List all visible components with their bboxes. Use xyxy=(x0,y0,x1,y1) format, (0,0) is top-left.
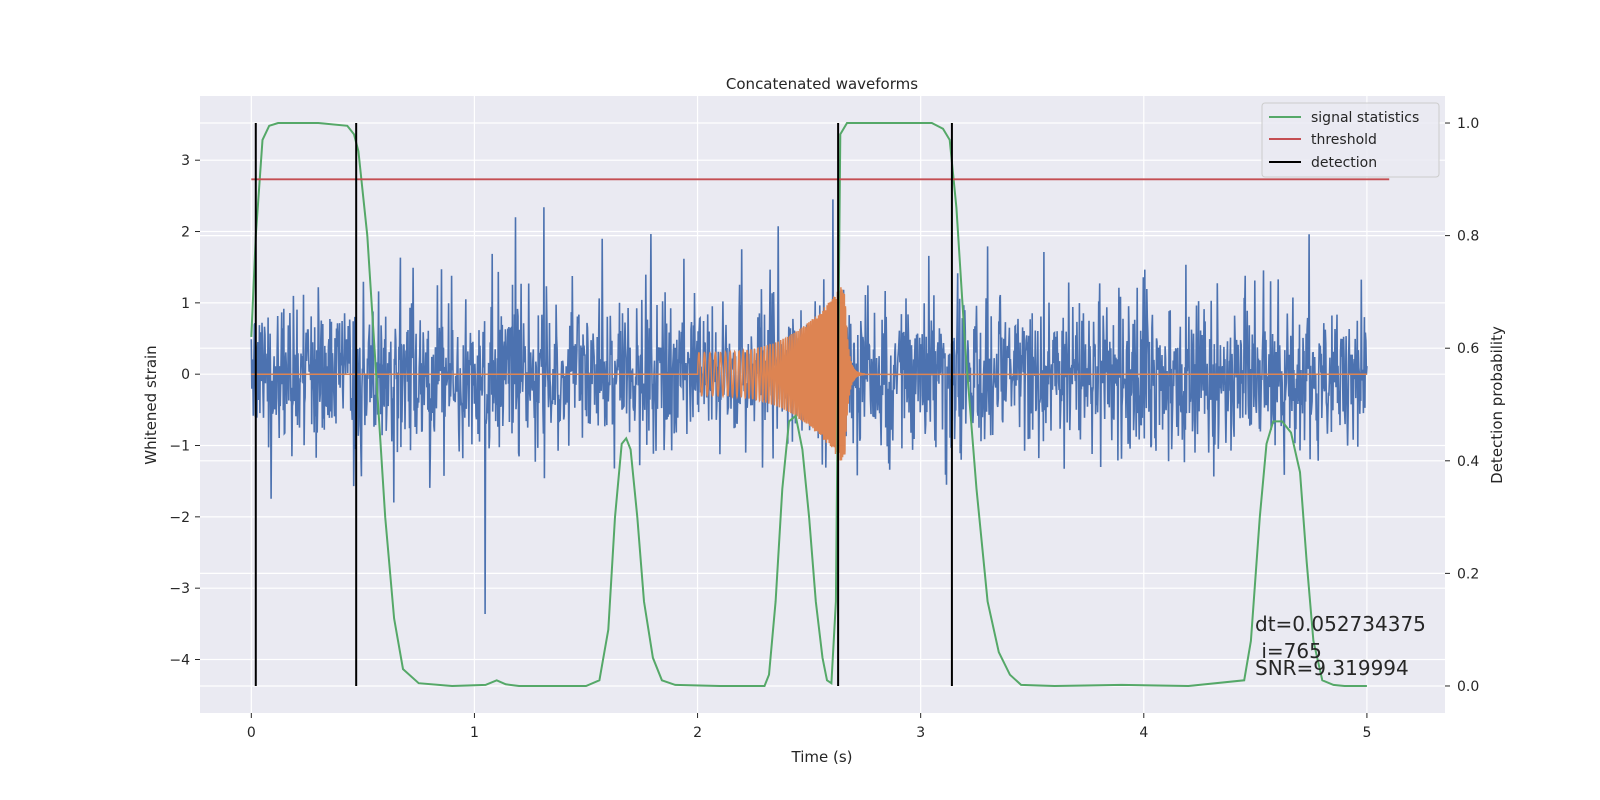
y-axis-right: 0.0 0.2 0.4 0.6 0.8 1.0 xyxy=(1445,116,1479,695)
legend-label-detection: detection xyxy=(1311,155,1377,171)
x-axis-label: Time (s) xyxy=(791,748,853,766)
annotation-dt: dt=0.052734375 xyxy=(1255,612,1426,636)
y-tick-label: 0 xyxy=(181,367,190,383)
y2-tick-label: 0.4 xyxy=(1457,454,1479,470)
x-tick-label: 5 xyxy=(1362,725,1371,741)
chart-title: Concatenated waveforms xyxy=(726,75,918,93)
x-tick-label: 4 xyxy=(1139,725,1148,741)
y-axis-label: Whitened strain xyxy=(142,345,160,464)
y-tick-label: −4 xyxy=(169,653,190,669)
x-tick-label: 3 xyxy=(916,725,925,741)
y-tick-label: 3 xyxy=(181,153,190,169)
y2-tick-label: 0.0 xyxy=(1457,679,1479,695)
detection-lines xyxy=(254,123,953,686)
y-tick-label: −1 xyxy=(169,439,190,455)
y-tick-label: −3 xyxy=(169,581,190,597)
y-tick-label: −2 xyxy=(169,510,190,526)
y2-tick-label: 1.0 xyxy=(1457,116,1479,132)
legend-label-threshold: threshold xyxy=(1311,132,1377,148)
y-axis-left: −4 −3 −2 −1 0 1 2 3 xyxy=(169,153,200,669)
y2-tick-label: 0.8 xyxy=(1457,229,1479,245)
x-tick-label: 1 xyxy=(470,725,479,741)
annotation-index: i=765 xyxy=(1255,639,1322,663)
legend-box xyxy=(1261,102,1440,178)
y2-tick-label: 0.6 xyxy=(1457,341,1479,357)
x-tick-label: 2 xyxy=(693,725,702,741)
x-tick-label: 0 xyxy=(247,725,256,741)
y-tick-label: 1 xyxy=(181,296,190,312)
x-axis: 0 1 2 3 4 5 xyxy=(247,713,1371,741)
legend-label-signal-statistics: signal statistics xyxy=(1311,110,1419,126)
legend: signal statistics threshold detection xyxy=(1261,102,1440,178)
annotation-snr: SNR=9.319994 xyxy=(1255,656,1409,680)
y2-tick-label: 0.2 xyxy=(1457,566,1479,582)
y2-axis-label: Detection probability xyxy=(1488,326,1506,484)
signal-statistics-line xyxy=(250,122,1367,688)
y-tick-label: 2 xyxy=(181,225,190,241)
